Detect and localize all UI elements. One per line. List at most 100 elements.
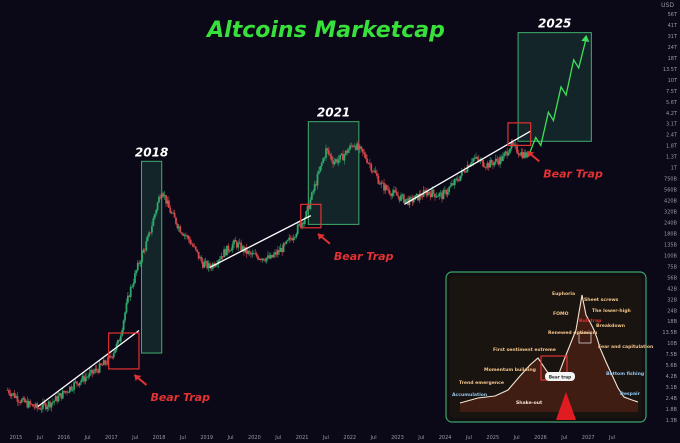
candle-body <box>148 232 151 237</box>
candle-body <box>509 148 511 153</box>
candle-body <box>279 247 282 252</box>
inset-label-bottom-fishing: Bottom fishing <box>606 371 644 377</box>
candle-body <box>228 250 231 252</box>
y-tick-label: 1.3B <box>666 418 678 424</box>
candle-body <box>18 401 20 403</box>
candle-body <box>443 189 446 191</box>
candle-body <box>357 143 360 150</box>
y-tick-label: 2.4B <box>666 396 678 402</box>
candle-body <box>435 196 438 198</box>
candle-body <box>91 369 94 374</box>
candle-body <box>322 158 325 163</box>
candle-body <box>104 360 107 364</box>
candle-body <box>445 189 448 195</box>
candle-body <box>50 402 53 408</box>
x-tick-label: 2017 <box>105 435 118 441</box>
candle-body <box>51 402 54 403</box>
candle-body <box>511 142 514 145</box>
x-tick-label: 2022 <box>343 435 356 441</box>
candle-body <box>388 190 391 195</box>
candle-body <box>94 368 97 372</box>
y-tick-label: 2.4T <box>666 133 678 139</box>
candle-body <box>463 170 466 173</box>
candle-body <box>453 179 456 185</box>
candle-body <box>285 240 288 244</box>
candle-body <box>235 241 238 248</box>
inset-label-shake-out: Shake-out <box>516 400 543 406</box>
y-tick-label: 3.1T <box>666 122 678 128</box>
projection-line <box>527 37 587 157</box>
candle-body <box>139 261 142 264</box>
candle-body <box>44 403 47 410</box>
y-tick-label: 100B <box>664 253 678 259</box>
candle-body <box>381 182 384 184</box>
candle-body <box>53 400 56 403</box>
candle-body <box>20 399 23 403</box>
candle-body <box>158 196 160 203</box>
candle-body <box>102 360 105 365</box>
candle-body <box>134 273 136 284</box>
x-tick-label: 2020 <box>248 435 261 441</box>
cycle-box <box>517 32 592 142</box>
candle-body <box>359 146 361 150</box>
candle-body <box>417 194 419 201</box>
candle-body <box>475 156 477 159</box>
candle-body <box>320 162 323 167</box>
candle-body <box>245 247 248 254</box>
candle-body <box>310 192 313 200</box>
y-tick-label: 24T <box>668 45 678 51</box>
candle-body <box>390 194 392 197</box>
y-tick-label: 13.5B <box>662 330 677 336</box>
candle-body <box>258 258 261 260</box>
x-tick-label: Jul <box>560 435 567 441</box>
trendlines <box>37 130 532 408</box>
candle-body <box>250 252 252 255</box>
market-cycle-inset: Euphoria Sheet screws FOMO The lower-high Bu… <box>445 271 653 423</box>
y-tick-label: 240B <box>664 220 678 226</box>
candle-body <box>166 200 169 204</box>
candle-body <box>268 255 271 259</box>
inset-label-fomo: FOMO <box>553 311 569 317</box>
candle-body <box>176 223 179 229</box>
y-tick-label: 10T <box>668 78 678 84</box>
candle-body <box>46 406 49 410</box>
candle-body <box>224 249 227 256</box>
bear-trap-box <box>507 122 532 147</box>
candle-body <box>404 199 407 203</box>
inset-label-fear: Fear and capitulation <box>598 344 653 350</box>
candle-body <box>517 152 520 155</box>
candle-body <box>354 146 357 150</box>
candle-body <box>207 263 210 269</box>
candle-body <box>353 146 356 147</box>
cycle-box <box>307 121 360 225</box>
candle-body <box>496 158 499 161</box>
x-tick-label: 2015 <box>10 435 23 441</box>
y-tick-label: 56T <box>668 12 678 18</box>
candle-body <box>8 390 10 394</box>
candle-body <box>391 192 394 197</box>
candle-body <box>83 375 85 382</box>
candle-body <box>93 371 95 374</box>
inset-label-momentum: Momentum building <box>484 367 536 373</box>
candle-body <box>507 152 510 156</box>
candle-body <box>401 194 404 196</box>
candle-body <box>272 254 275 258</box>
y-tick-label: 180B <box>664 231 678 237</box>
candle-body <box>10 394 13 397</box>
y-tick-label: 42B <box>667 286 677 292</box>
x-tick-label: 2016 <box>57 435 70 441</box>
candle-body <box>160 193 163 198</box>
chart-title: Altcoins Marketcap <box>207 18 445 43</box>
candle-body <box>118 339 121 342</box>
candle-body <box>203 262 206 268</box>
candle-body <box>12 393 15 395</box>
candle-body <box>278 250 281 252</box>
candle-body <box>173 212 176 218</box>
y-tick-label: 4.2B <box>666 374 678 380</box>
cycle-box-label: 2018 <box>135 145 168 159</box>
bear-trap-label: Bear Trap <box>543 167 603 180</box>
candle-body <box>152 218 155 227</box>
candle-body <box>319 166 322 172</box>
x-tick-label: Jul <box>83 435 90 441</box>
